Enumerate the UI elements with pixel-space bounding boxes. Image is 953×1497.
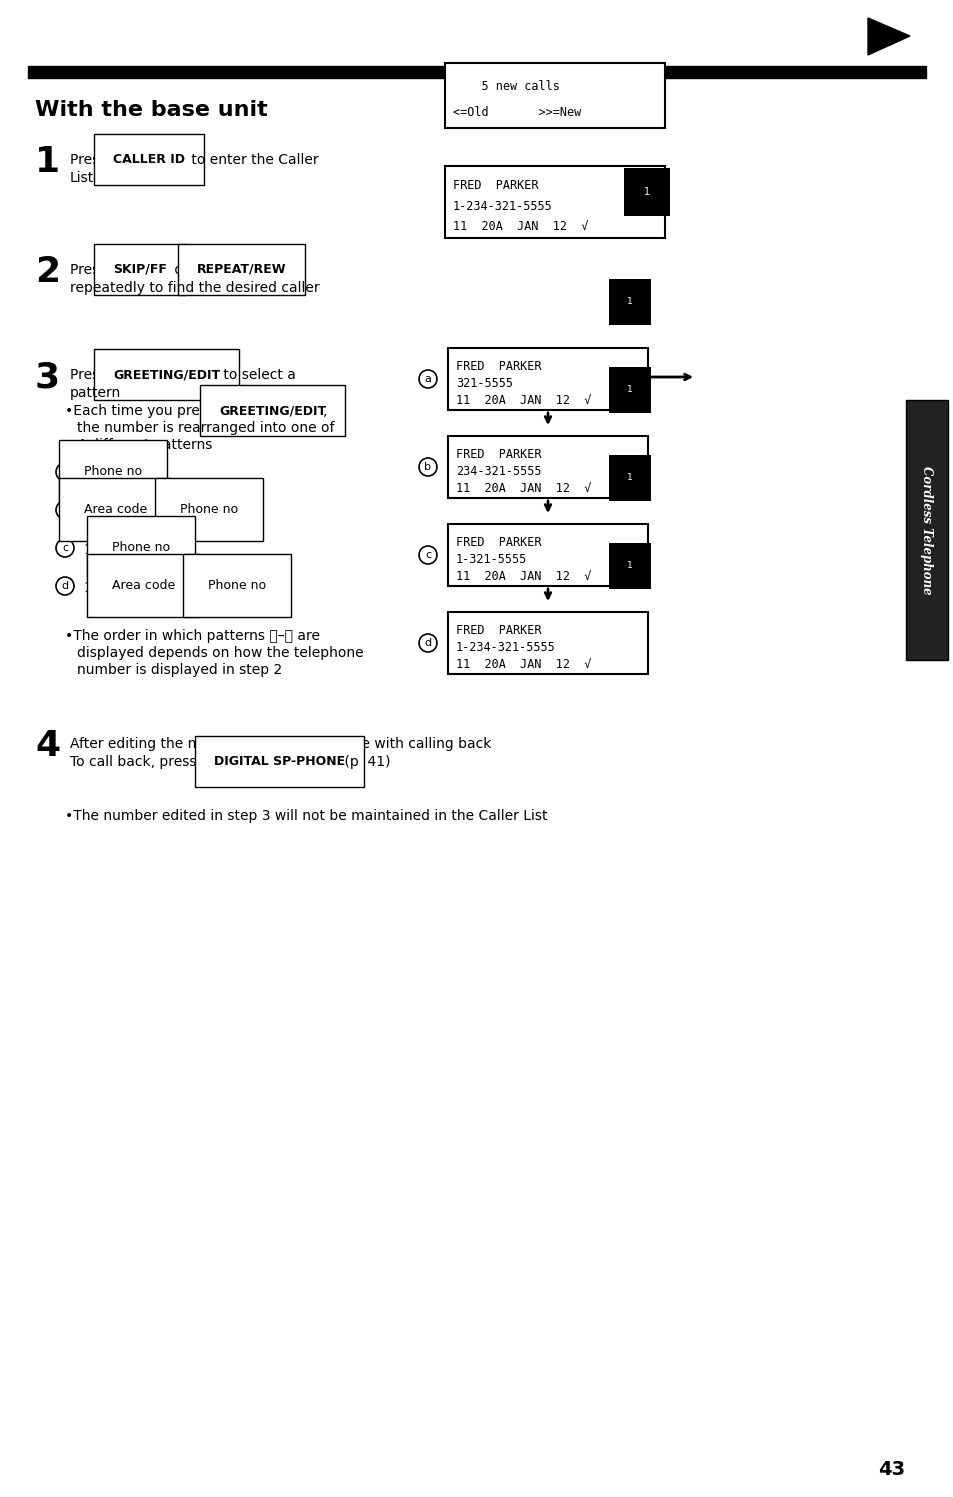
Text: pattern: pattern: [70, 386, 121, 400]
Text: FRED  PARKER: FRED PARKER: [456, 536, 541, 548]
Text: Press: Press: [70, 263, 111, 277]
Text: 1: 1: [626, 561, 632, 570]
FancyBboxPatch shape: [448, 524, 647, 585]
Text: the number is rearranged into one of: the number is rearranged into one of: [77, 421, 335, 436]
Text: 1: 1: [643, 187, 649, 198]
Text: 1-234-321-5555: 1-234-321-5555: [456, 641, 556, 654]
Text: Area code: Area code: [112, 579, 175, 591]
Polygon shape: [867, 18, 909, 55]
Text: 11  20A  JAN  12  √: 11 20A JAN 12 √: [453, 220, 588, 234]
Text: 1-234-321-5555: 1-234-321-5555: [453, 201, 552, 213]
Text: 1: 1: [626, 298, 632, 307]
Text: 5 new calls: 5 new calls: [453, 79, 559, 93]
Text: To call back, press: To call back, press: [70, 754, 201, 769]
Text: List: List: [70, 171, 94, 186]
Text: 321-5555: 321-5555: [456, 377, 513, 391]
Text: d: d: [424, 638, 431, 648]
Text: Press: Press: [70, 368, 111, 382]
Text: Area code: Area code: [84, 503, 147, 516]
Text: •The order in which patterns ⓐ–ⓓ are: •The order in which patterns ⓐ–ⓓ are: [65, 629, 319, 644]
Text: 11  20A  JAN  12  √: 11 20A JAN 12 √: [456, 570, 591, 584]
Text: FRED  PARKER: FRED PARKER: [453, 180, 537, 193]
Text: •The number edited in step 3 will not be maintained in the Caller List: •The number edited in step 3 will not be…: [65, 808, 547, 823]
Text: –: –: [186, 581, 201, 594]
Text: 1 –: 1 –: [84, 543, 109, 557]
Text: 1: 1: [35, 145, 60, 180]
Text: 4: 4: [35, 729, 60, 763]
FancyBboxPatch shape: [28, 66, 925, 78]
FancyBboxPatch shape: [905, 400, 947, 660]
Text: repeatedly to find the desired caller: repeatedly to find the desired caller: [70, 281, 319, 295]
Text: Phone no: Phone no: [112, 540, 170, 554]
Text: (p  41): (p 41): [339, 754, 390, 769]
Text: FRED  PARKER: FRED PARKER: [456, 624, 541, 636]
Text: number is displayed in step 2: number is displayed in step 2: [77, 663, 282, 677]
Text: Press: Press: [70, 153, 111, 168]
Text: –: –: [158, 504, 173, 519]
Text: FRED  PARKER: FRED PARKER: [456, 448, 541, 461]
Text: <=Old       >>=New: <=Old >>=New: [453, 106, 580, 118]
Text: GREETING/EDIT: GREETING/EDIT: [219, 404, 326, 418]
FancyBboxPatch shape: [444, 63, 664, 129]
Text: to select a: to select a: [219, 368, 295, 382]
Text: 1: 1: [626, 473, 632, 482]
Text: 1: 1: [626, 386, 632, 395]
Text: FRED  PARKER: FRED PARKER: [456, 359, 541, 373]
Text: SKIP/FF: SKIP/FF: [112, 263, 167, 275]
Text: 43: 43: [877, 1460, 904, 1479]
Text: a: a: [62, 467, 69, 478]
Text: Phone no: Phone no: [84, 466, 142, 478]
Text: 1 –: 1 –: [84, 581, 109, 594]
Text: •Each time you press: •Each time you press: [65, 404, 218, 418]
Text: to enter the Caller: to enter the Caller: [187, 153, 318, 168]
Text: 3: 3: [35, 359, 60, 394]
Text: REPEAT/REW: REPEAT/REW: [196, 263, 286, 275]
Text: 1-321-5555: 1-321-5555: [456, 554, 527, 566]
Text: With the base unit: With the base unit: [35, 100, 268, 120]
Text: Phone no: Phone no: [180, 503, 238, 516]
Text: c: c: [424, 549, 431, 560]
Text: 4 different patterns: 4 different patterns: [77, 439, 213, 452]
FancyBboxPatch shape: [448, 347, 647, 410]
Text: 234-321-5555: 234-321-5555: [456, 466, 541, 478]
Text: or: or: [170, 263, 193, 277]
Text: 11  20A  JAN  12  √: 11 20A JAN 12 √: [456, 484, 591, 496]
Text: ,: ,: [323, 404, 327, 418]
FancyBboxPatch shape: [448, 612, 647, 674]
Text: Phone no: Phone no: [208, 579, 266, 591]
Text: CALLER ID: CALLER ID: [112, 153, 185, 166]
Text: displayed depends on how the telephone: displayed depends on how the telephone: [77, 647, 363, 660]
Text: b: b: [424, 463, 431, 472]
Text: c: c: [62, 543, 68, 552]
Text: 2: 2: [35, 254, 60, 289]
Text: d: d: [61, 581, 69, 591]
Text: After editing the number, you can continue with calling back: After editing the number, you can contin…: [70, 737, 491, 751]
Text: Cordless Telephone: Cordless Telephone: [920, 466, 933, 594]
FancyBboxPatch shape: [444, 166, 664, 238]
Text: a: a: [424, 374, 431, 385]
FancyBboxPatch shape: [448, 436, 647, 499]
Text: b: b: [61, 504, 69, 515]
Text: 11  20A  JAN  12  √: 11 20A JAN 12 √: [456, 395, 591, 409]
Text: 11  20A  JAN  12  √: 11 20A JAN 12 √: [456, 659, 591, 672]
Text: DIGITAL SP-PHONE: DIGITAL SP-PHONE: [213, 754, 345, 768]
Text: GREETING/EDIT: GREETING/EDIT: [112, 368, 220, 382]
